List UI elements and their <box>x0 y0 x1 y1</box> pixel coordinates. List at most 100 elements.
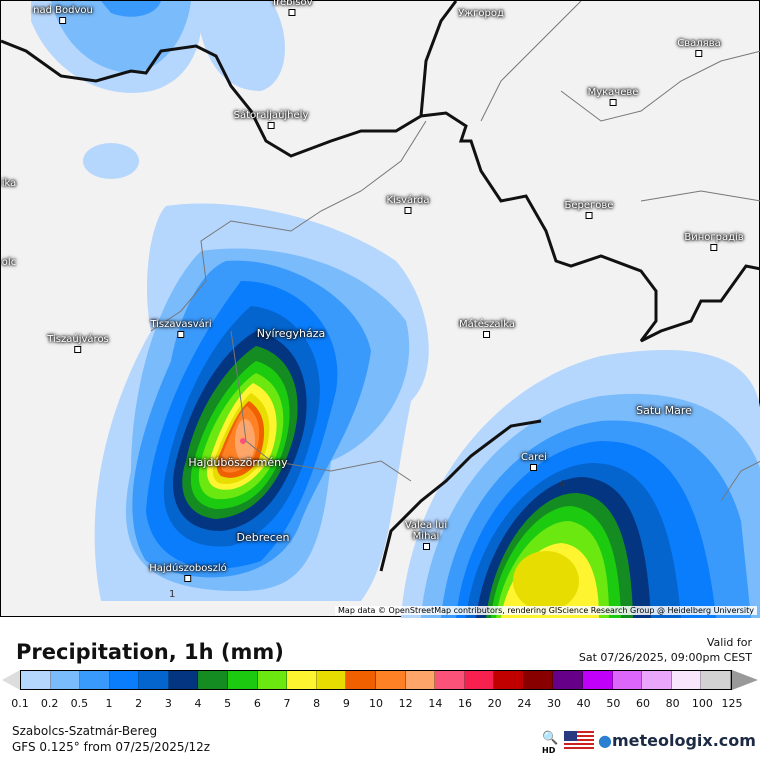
city-label: ika <box>1 178 17 189</box>
color-swatch <box>198 671 229 689</box>
color-swatch <box>109 671 140 689</box>
city-label: Satu Mare <box>636 404 692 417</box>
us-flag-icon[interactable] <box>564 731 594 751</box>
city-partial-left-2: olc <box>2 257 16 268</box>
city-berehove: Берегове <box>565 200 613 219</box>
tick-label: 80 <box>665 697 680 710</box>
color-swatch <box>316 671 347 689</box>
city-label: Мукачеве <box>587 87 639 98</box>
city-label: olc <box>1 257 17 268</box>
precip-cell-satu-mare <box>401 349 760 618</box>
country-borders <box>1 1 760 572</box>
magnifier-icon: 🔍 <box>542 731 559 746</box>
city-marker <box>695 50 703 57</box>
valid-label: Valid for <box>706 636 752 649</box>
city-label: Mátészalka <box>459 319 515 330</box>
legend-over-arrow <box>732 670 758 690</box>
hd-zoom-button[interactable]: 🔍 HD <box>542 731 558 755</box>
color-swatch <box>642 671 672 689</box>
map-layers <box>1 1 760 618</box>
city-nyiregyhaza: Nyíregyháza <box>257 327 326 340</box>
city-label: Hajdúszoboszló <box>149 563 227 574</box>
city-label: Ужгород <box>458 8 504 19</box>
city-uzhhorod: Ужгород <box>458 8 504 19</box>
tick-label: 100 <box>691 697 713 710</box>
tick-label: 10 <box>369 697 383 710</box>
precip-cell-northwest <box>31 1 287 252</box>
map-attribution: Map data © OpenStreetMap contributors, r… <box>335 606 757 615</box>
hd-label: HD <box>542 746 556 755</box>
color-scale-bar <box>20 670 732 690</box>
city-kisvarda: Kisvárda <box>386 195 430 214</box>
color-swatch <box>435 671 465 689</box>
tick-label: 0.2 <box>40 697 59 710</box>
color-swatch <box>553 671 583 689</box>
color-swatch <box>494 671 524 689</box>
city-label: Tiszaújváros <box>47 334 109 345</box>
valid-time-value: Sat 07/26/2025, 09:00pm CEST <box>578 651 752 664</box>
city-marker <box>585 212 593 219</box>
city-marker <box>404 207 412 214</box>
tick-label: 125 <box>721 697 743 710</box>
color-swatch <box>612 671 643 689</box>
contour-label: 1 <box>169 589 176 600</box>
city-label: Trebišov <box>271 0 313 8</box>
tick-label: 24 <box>517 697 532 710</box>
tick-label: 30 <box>547 697 561 710</box>
city-mukachevo: Мукачеве <box>587 87 639 106</box>
tick-label: 6 <box>253 697 261 710</box>
color-swatch <box>228 671 258 689</box>
city-label: Sátoraljaújhely <box>233 110 309 121</box>
tick-label: 4 <box>194 697 202 710</box>
city-marker <box>177 331 185 338</box>
tick-label: 8 <box>313 697 321 710</box>
city-tiszaujvaros: Tiszaújváros <box>47 334 109 353</box>
tick-label: 14 <box>428 697 443 710</box>
city-label: Свалява <box>677 38 721 49</box>
tick-label: 40 <box>576 697 591 710</box>
tick-label: 0.5 <box>70 697 89 710</box>
color-swatch <box>257 671 288 689</box>
color-swatch <box>21 671 51 689</box>
city-marker <box>59 17 67 24</box>
city-carei: Carei <box>521 452 547 471</box>
model-info: GFS 0.125° from 07/25/2025/12z <box>12 740 211 754</box>
contour-label: 4 <box>559 479 566 490</box>
color-swatch <box>523 671 554 689</box>
city-tiszavasvari: Tiszavasvári <box>150 319 212 338</box>
precip-cell-debrecen <box>94 203 429 601</box>
legend-under-arrow <box>2 670 20 690</box>
city-mateszalka: Mátészalka <box>459 319 515 338</box>
city-marker <box>267 122 275 129</box>
color-swatch <box>375 671 406 689</box>
tick-label: 1 <box>105 697 113 710</box>
color-swatch <box>50 671 81 689</box>
region-name: Szabolcs-Szatmár-Bereg <box>12 724 158 738</box>
tick-label: 7 <box>283 697 291 710</box>
city-svaliava: Свалява <box>677 38 721 57</box>
county-borders <box>150 1 760 502</box>
tick-label: 9 <box>342 697 350 710</box>
city-marker <box>184 575 192 582</box>
city-label: Hajdúböszörmény <box>188 456 288 469</box>
city-marker <box>609 99 617 106</box>
color-swatch <box>464 671 495 689</box>
city-vynohradiv: Виноградів <box>684 232 744 251</box>
legend-title: Precipitation, 1h (mm) <box>16 640 284 664</box>
city-label: Tiszavasvári <box>150 319 212 330</box>
precipitation-map[interactable]: nad Bodvou Trebišov Ужгород Свалява Sáto… <box>0 0 760 618</box>
city-label: nad Bodvou <box>33 5 93 16</box>
city-hajduboszormeny: Hajdúböszörmény <box>188 456 287 469</box>
meteologix-logo[interactable]: ●meteologix.com <box>598 731 756 750</box>
tick-label: 2 <box>135 697 143 710</box>
brand-name: meteologix.com <box>611 731 756 750</box>
city-marker <box>710 244 718 251</box>
city-satoraljaujhely: Sátoraljaújhely <box>233 110 309 129</box>
tick-label: 3 <box>164 697 172 710</box>
logo-drop-icon: ● <box>598 731 612 750</box>
tick-label: 5 <box>224 697 232 710</box>
city-marker <box>483 331 491 338</box>
tick-label: 50 <box>606 697 621 710</box>
city-marker <box>288 9 296 16</box>
color-swatch <box>168 671 199 689</box>
